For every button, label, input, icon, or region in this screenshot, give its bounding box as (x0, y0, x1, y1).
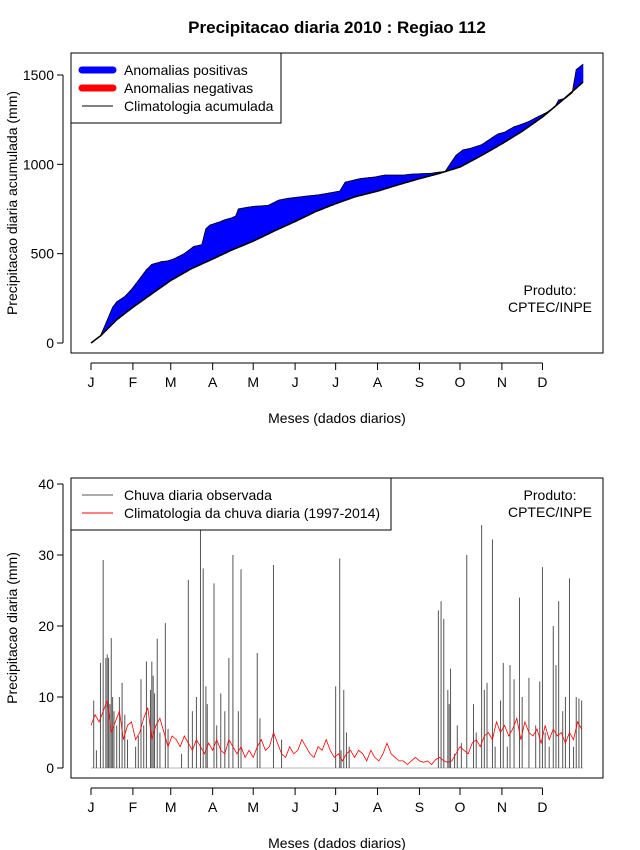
y-tick-label: 0 (46, 760, 54, 776)
x-tick-label: J (332, 374, 339, 390)
y-tick-label: 40 (38, 476, 54, 492)
x-tick-label: A (208, 799, 218, 815)
x-tick-label: M (247, 374, 259, 390)
observed-cumulative-line (90, 63, 584, 344)
x-axis-label: Meses (dados diarios) (268, 835, 406, 850)
legend-label: Climatologia da chuva diaria (1997-2014) (124, 505, 380, 521)
y-tick-label: 1000 (23, 156, 54, 172)
x-axis-label: Meses (dados diarios) (268, 410, 406, 426)
y-tick-label: 20 (38, 618, 54, 634)
x-tick-label: M (247, 799, 259, 815)
x-tick-label: J (88, 374, 95, 390)
product-source: CPTEC/INPE (508, 299, 592, 315)
y-tick-label: 30 (38, 547, 54, 563)
x-tick-label: S (415, 374, 424, 390)
legend-label: Anomalias positivas (124, 62, 248, 78)
y-tick-label: 1500 (23, 67, 54, 83)
x-tick-label: J (292, 374, 299, 390)
x-tick-label: A (208, 374, 218, 390)
cumulative-panel: 0 500 1000 1500 J F M A M J J A S O N D Meses (dados dia… (4, 52, 604, 426)
legend-label: Climatologia acumulada (124, 98, 274, 114)
x-tick-label: O (455, 374, 466, 390)
y-tick-label: 500 (31, 246, 55, 262)
x-tick-label: F (129, 374, 138, 390)
x-tick-label: N (497, 374, 507, 390)
product-label: Produto: (524, 487, 577, 503)
x-tick-label: N (497, 799, 507, 815)
x-tick-label: S (415, 799, 424, 815)
climatology-cumulative-line (90, 81, 584, 344)
legend-label: Chuva diaria observada (124, 487, 272, 503)
x-tick-label: J (88, 799, 95, 815)
x-tick-label: O (455, 799, 466, 815)
climatology-daily-line (90, 700, 582, 766)
chart-title: Precipitacao diaria 2010 : Regiao 112 (188, 18, 486, 37)
product-label: Produto: (524, 282, 577, 298)
daily-bars-group (90, 491, 583, 769)
x-tick-label: A (373, 374, 383, 390)
x-tick-label: M (165, 374, 177, 390)
plot-frame (70, 52, 604, 354)
legend-label: Anomalias negativas (124, 80, 253, 96)
y-tick-label: 0 (46, 335, 54, 351)
x-tick-label: D (537, 799, 547, 815)
x-tick-label: A (373, 799, 383, 815)
legend-box (70, 477, 392, 531)
y-axis-label: Precipitacao diaria (mm) (4, 552, 20, 704)
x-tick-label: M (165, 799, 177, 815)
daily-panel: 0 10 20 30 40 J F M A M J J A S O N D Meses (dados diario… (4, 476, 604, 850)
product-source: CPTEC/INPE (508, 504, 592, 520)
y-axis-label: Precipitacao diaria acumulada (mm) (4, 91, 20, 315)
x-tick-label: F (129, 799, 138, 815)
x-tick-label: D (537, 374, 547, 390)
x-tick-label: J (332, 799, 339, 815)
y-tick-label: 10 (38, 689, 54, 705)
x-tick-label: J (292, 799, 299, 815)
